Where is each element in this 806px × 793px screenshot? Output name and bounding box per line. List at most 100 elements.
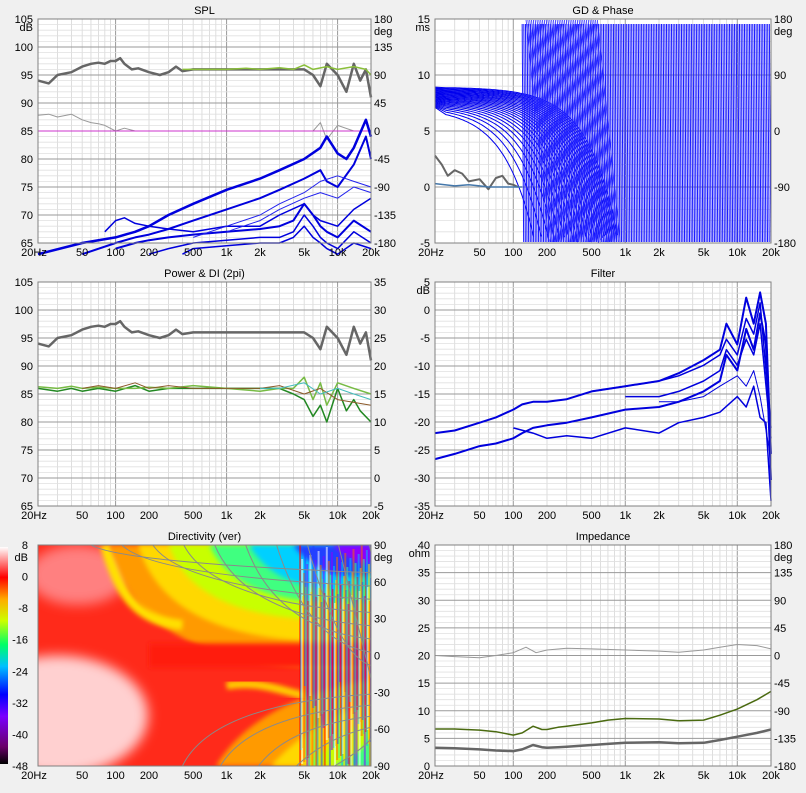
x-tick-label: 50: [473, 770, 485, 782]
series-line-0: [37, 319, 373, 361]
phase-wrap-line: [725, 23, 729, 243]
heat-lobe: [100, 545, 184, 630]
phase-wrap-line: [722, 23, 725, 243]
phase-wrap-line: [529, 23, 533, 243]
x-tick-label: 20Hz: [418, 770, 444, 782]
y-tick-label: -5: [420, 238, 430, 250]
colorbar-tick-label: -40: [12, 729, 28, 741]
heat-stripe: [339, 548, 342, 682]
phase-diag-line: [558, 19, 583, 243]
x-tick-label: 100: [106, 247, 124, 259]
y2-tick-label: -30: [374, 687, 390, 699]
phase-diag-line: [582, 19, 607, 243]
y2-tick-label: -180: [774, 761, 796, 773]
y-tick-label: 5: [424, 277, 430, 289]
heat-stripe: [310, 592, 313, 766]
y-tick-label: 80: [21, 417, 33, 429]
phase-wrap-line: [714, 23, 717, 243]
chart-title: Impedance: [576, 531, 630, 543]
phase-diag-line: [556, 19, 581, 243]
x-tick-label: 2k: [254, 247, 266, 259]
phase-wrap-line: [654, 23, 657, 243]
phase-wrap-line: [631, 23, 634, 243]
heat-contour: [183, 545, 371, 613]
heat-stripe: [358, 591, 361, 766]
x-tick-label: 100: [504, 510, 522, 522]
y2-tick-label: -135: [774, 733, 796, 745]
series-line-11: [226, 186, 372, 233]
y2-tick-label: 135: [774, 568, 792, 580]
y2-unit-label: deg: [774, 26, 792, 38]
y-tick-label: 65: [21, 238, 33, 250]
x-tick-label: 500: [184, 770, 202, 782]
phase-diag-line: [525, 19, 550, 243]
colorbar: -48 -40 -32 -24 -16 -8 0 8dB: [0, 540, 28, 773]
heat-contour: [214, 545, 371, 627]
heat-stripe: [353, 586, 356, 766]
phase-wrap-line: [745, 23, 749, 243]
heat-contour: [338, 545, 371, 679]
phase-wrap-line: [734, 23, 737, 243]
heat-stripe: [365, 550, 368, 746]
phase-wrap-line: [758, 23, 762, 243]
phase-wrap-line: [657, 23, 661, 243]
panel-4: Directivity (ver) 20Hz 50 100 200 500 1k 2k 5k 10…: [0, 531, 392, 782]
x-tick-label: 500: [184, 247, 202, 259]
heat-stripe: [329, 575, 332, 736]
x-tick-label: 20k: [762, 770, 780, 782]
x-tick-label: 5k: [698, 770, 710, 782]
heat-stripe: [324, 570, 327, 726]
y-tick-label: 100: [15, 42, 33, 54]
x-tick-label: 50: [76, 510, 88, 522]
series-line-1: [182, 64, 372, 76]
x-tick-label: 5k: [298, 510, 310, 522]
heat-stripe: [307, 601, 310, 758]
series-line-3: [591, 302, 772, 428]
phase-diag-line: [553, 19, 577, 243]
heat-stripe: [313, 583, 316, 766]
y2-tick-label: 0: [374, 651, 380, 663]
heat-stripe: [368, 601, 371, 766]
phase-wrap-line: [695, 23, 699, 243]
phase-wrap-line: [767, 23, 770, 243]
y-tick-label: 85: [21, 126, 33, 138]
y2-tick-label: 35: [374, 277, 386, 289]
heat-stripe: [325, 547, 328, 740]
phase-diag-line: [591, 19, 616, 243]
x-tick-label: 100: [106, 770, 124, 782]
y-tick-label: -25: [414, 445, 430, 457]
grid: [434, 281, 772, 507]
x-tick-label: 1k: [221, 510, 233, 522]
y2-tick-label: -90: [374, 761, 390, 773]
y-tick-label: 20: [418, 651, 430, 663]
x-tick-label: 200: [140, 247, 158, 259]
phase-diag-line: [564, 19, 588, 243]
phase-wrap-line: [675, 23, 679, 243]
heat-stripe: [331, 589, 334, 734]
x-tick-label: 5k: [698, 510, 710, 522]
y2-tick-label: 180: [774, 14, 792, 26]
phase-wrap-line: [762, 23, 765, 243]
y-tick-label: 0: [424, 182, 430, 194]
phase-diag-line: [565, 19, 590, 243]
y-tick-label: 25: [418, 623, 430, 635]
heat-stripe: [318, 588, 321, 766]
x-tick-label: 2k: [653, 770, 665, 782]
phase-diag-line: [554, 19, 579, 243]
phase-diag-line: [551, 19, 575, 243]
heat-stripe: [321, 579, 324, 714]
colorbar-tick-label: -24: [12, 666, 28, 678]
phase-diag-line: [536, 19, 561, 243]
heat-lobe: [225, 680, 305, 700]
phase-wrap-line: [743, 23, 747, 243]
heat-stripe: [316, 574, 319, 766]
colorbar-tick-label: 8: [22, 540, 28, 552]
phase-wrap-line: [704, 23, 707, 243]
phase-diag-line: [580, 19, 605, 243]
phase-wrap-line: [705, 23, 709, 243]
phase-wrap-line: [748, 23, 752, 243]
x-tick-label: 100: [106, 510, 124, 522]
